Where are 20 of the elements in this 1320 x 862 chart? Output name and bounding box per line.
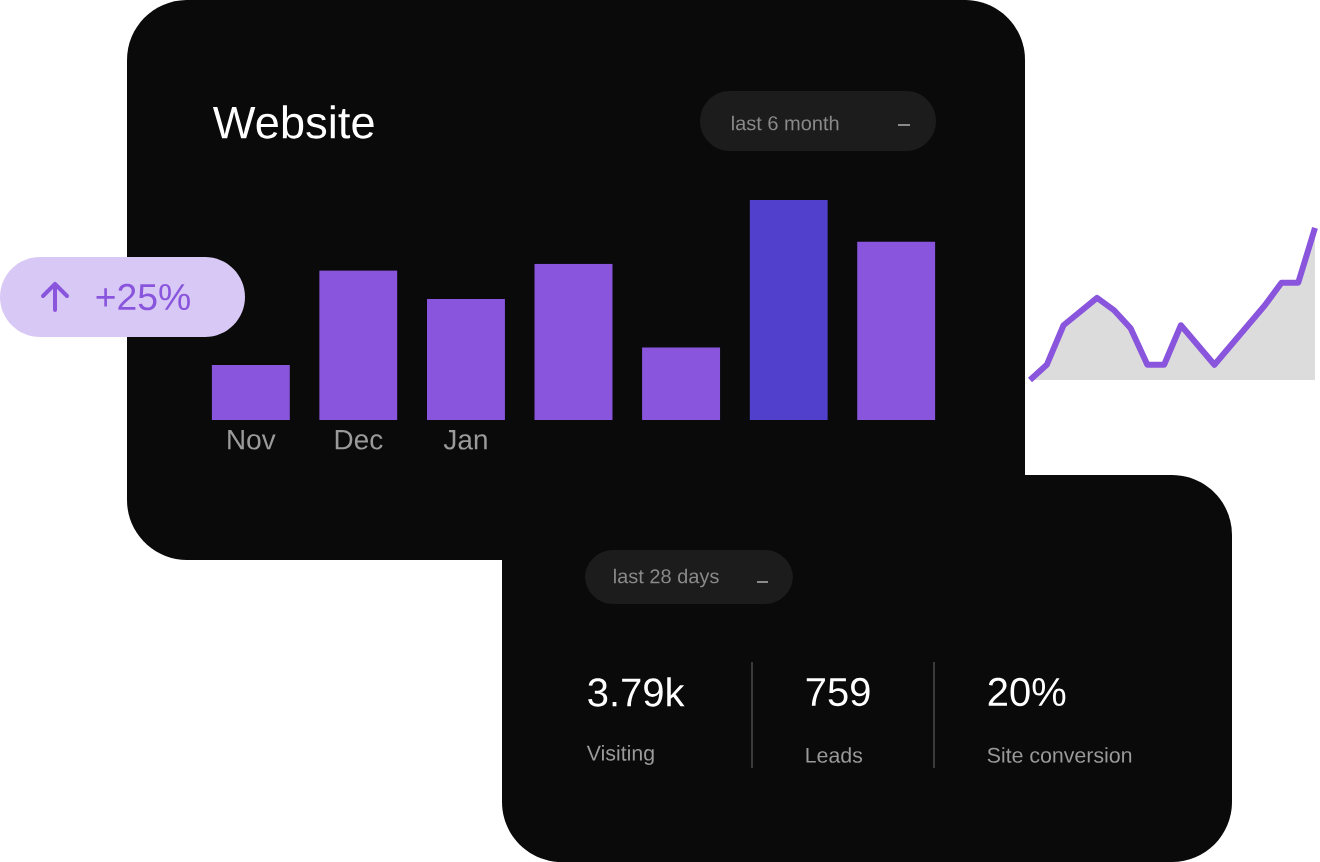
bar — [319, 270, 398, 420]
bar — [426, 298, 505, 420]
text: Site conversion — [987, 747, 1132, 763]
text: 3.79k — [588, 677, 685, 707]
x-tick-label: Nov — [228, 430, 276, 450]
x-tick-label: Jan — [443, 430, 487, 450]
text: last 28 days — [614, 568, 719, 588]
bar — [642, 347, 721, 420]
text: Visiting — [586, 745, 654, 765]
bar — [534, 263, 613, 420]
text: Leads — [806, 747, 863, 763]
bar — [211, 365, 290, 420]
bar — [857, 241, 936, 420]
text: +25% — [96, 283, 190, 311]
bar — [749, 200, 828, 420]
text: 20% — [988, 677, 1066, 707]
chart-title: Website — [212, 105, 374, 139]
text: 759 — [806, 677, 870, 707]
x-tick-label: Dec — [335, 430, 383, 450]
text: last 6 month — [732, 115, 839, 131]
